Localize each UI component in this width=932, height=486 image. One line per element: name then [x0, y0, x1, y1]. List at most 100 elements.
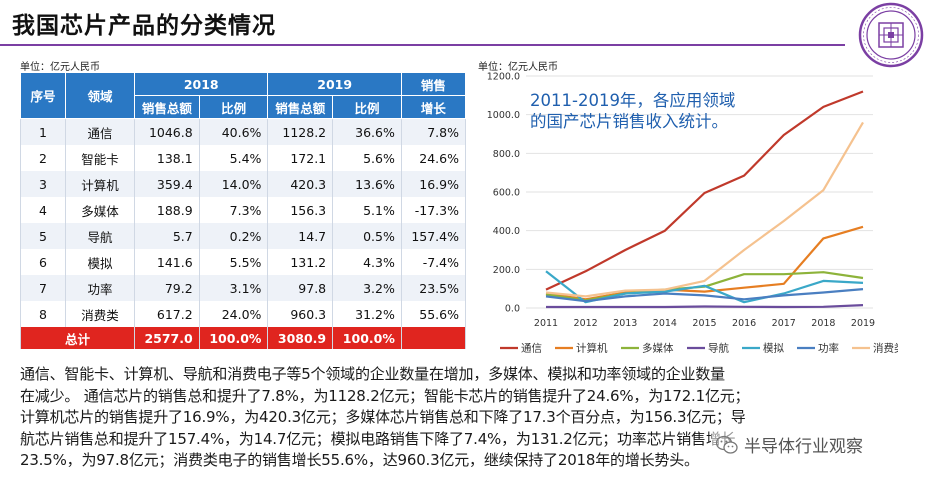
cell-sales-2018: 617.2 — [134, 301, 200, 327]
legend-label: 多媒体 — [642, 342, 674, 355]
watermark: 半导体行业观察 — [712, 430, 867, 459]
header-total-sales-2018: 销售总额 — [134, 95, 200, 119]
cell-field: 智能卡 — [65, 145, 135, 171]
cell-sales-2019: 14.7 — [267, 223, 334, 249]
paragraph-line: 航芯片销售总和提升了157.4%，为14.7亿元；模拟电路销售下降了7.4%，为… — [20, 429, 736, 448]
total-r2018: 100.0% — [198, 327, 269, 349]
table-row: 7 功率 79.2 3.1% 97.8 3.2% 23.5% — [20, 275, 467, 301]
legend-label: 消费类 — [873, 342, 898, 355]
cell-field: 通信 — [65, 118, 135, 145]
header-year-2019: 2019 — [267, 72, 402, 96]
cell-ratio-2019: 13.6% — [332, 171, 402, 197]
header-sales: 销售 — [400, 72, 467, 96]
cell-sales-2019: 420.3 — [267, 171, 334, 197]
cell-growth: 16.9% — [400, 171, 467, 197]
x-tick-label: 2017 — [772, 318, 796, 329]
table-row: 1 通信 1046.8 40.6% 1128.2 36.6% 7.8% — [20, 118, 467, 145]
total-growth-empty — [400, 327, 467, 349]
cell-ratio-2019: 31.2% — [332, 301, 402, 327]
header-seq: 序号 — [20, 72, 66, 119]
cell-sales-2018: 138.1 — [134, 145, 200, 171]
table-row: 5 导航 5.7 0.2% 14.7 0.5% 157.4% — [20, 223, 467, 249]
cell-growth: 24.6% — [400, 145, 467, 171]
legend-label: 模拟 — [763, 342, 784, 355]
cell-sales-2019: 1128.2 — [267, 118, 334, 145]
table-row: 2 智能卡 138.1 5.4% 172.1 5.6% 24.6% — [20, 145, 467, 171]
sales-line-chart: 0.0 200.0 400.0 600.0 800.0 1000.0 1200.0 2011 2… — [487, 72, 898, 355]
header-ratio-2018: 比例 — [198, 95, 269, 119]
table-row: 3 计算机 359.4 14.0% 420.3 13.6% 16.9% — [20, 171, 467, 197]
y-tick-label: 1200.0 — [487, 72, 520, 83]
cell-sales-2018: 79.2 — [134, 275, 200, 301]
cell-sales-2018: 359.4 — [134, 171, 200, 197]
y-tick-label: 200.0 — [493, 265, 520, 276]
cell-seq: 8 — [20, 301, 66, 327]
cell-ratio-2018: 3.1% — [198, 275, 269, 301]
y-tick-label: 800.0 — [493, 149, 520, 160]
cell-field: 功率 — [65, 275, 135, 301]
chart-title: 2011-2019年，各应用领域 的国产芯片销售收入统计。 — [530, 90, 735, 132]
paragraph-line: 通信、智能卡、计算机、导航和消费电子等5个领域的企业数量在增加，多媒体、模拟和功… — [20, 365, 725, 383]
cell-growth: 23.5% — [400, 275, 467, 301]
total-label: 总计 — [20, 327, 135, 349]
cell-seq: 4 — [20, 197, 66, 223]
cell-sales-2019: 172.1 — [267, 145, 334, 171]
cell-sales-2018: 141.6 — [134, 249, 200, 275]
x-tick-label: 2016 — [732, 318, 756, 329]
cell-growth: 7.8% — [400, 118, 467, 145]
cell-ratio-2019: 4.3% — [332, 249, 402, 275]
series-line — [545, 121, 864, 298]
watermark-text: 半导体行业观察 — [744, 437, 863, 457]
header-total-sales-2019: 销售总额 — [267, 95, 334, 119]
legend-label: 通信 — [521, 343, 542, 355]
cell-growth: 55.6% — [400, 301, 467, 327]
university-seal-logo — [858, 2, 924, 68]
x-tick-label: 2013 — [613, 318, 637, 329]
header-field: 领域 — [65, 72, 135, 119]
chart-unit-label: 单位：亿元人民币 — [478, 62, 558, 73]
cell-sales-2018: 5.7 — [134, 223, 200, 249]
cell-ratio-2019: 5.1% — [332, 197, 402, 223]
x-tick-label: 2019 — [851, 318, 875, 329]
summary-paragraph: 通信、智能卡、计算机、导航和消费电子等5个领域的企业数量在增加，多媒体、模拟和功… — [20, 364, 920, 472]
page-title: 我国芯片产品的分类情况 — [12, 13, 276, 39]
table-row: 6 模拟 141.6 5.5% 131.2 4.3% -7.4% — [20, 249, 467, 275]
cell-ratio-2019: 0.5% — [332, 223, 402, 249]
header-growth: 增长 — [400, 95, 467, 119]
paragraph-line: 计算机芯片的销售提升了16.9%，为420.3亿元；多媒体芯片销售总和下降了17… — [20, 408, 746, 427]
legend-label: 导航 — [708, 342, 729, 355]
paragraph-line: 23.5%，为97.8亿元；消费类电子的销售增长55.6%，达960.3亿元，继… — [20, 451, 699, 470]
chart-title-line-2: 的国产芯片销售收入统计。 — [530, 112, 728, 131]
table-row: 8 消费类 617.2 24.0% 960.3 31.2% 55.6% — [20, 301, 467, 327]
header-ratio-2019: 比例 — [332, 95, 402, 119]
y-tick-label: 600.0 — [493, 188, 520, 199]
x-tick-label: 2012 — [574, 318, 598, 329]
y-tick-label: 400.0 — [493, 226, 520, 237]
cell-ratio-2018: 24.0% — [198, 301, 269, 327]
cell-seq: 7 — [20, 275, 66, 301]
cell-seq: 3 — [20, 171, 66, 197]
cell-growth: -7.4% — [400, 249, 467, 275]
cell-seq: 6 — [20, 249, 66, 275]
y-tick-label: 0.0 — [505, 304, 520, 315]
cell-field: 消费类 — [65, 301, 135, 327]
cell-sales-2019: 960.3 — [267, 301, 334, 327]
cell-sales-2018: 188.9 — [134, 197, 200, 223]
series-line — [545, 90, 864, 291]
series-line — [545, 288, 864, 303]
cell-field: 导航 — [65, 223, 135, 249]
cell-field: 多媒体 — [65, 197, 135, 223]
series-line — [545, 225, 864, 301]
cell-ratio-2018: 40.6% — [198, 118, 269, 145]
header-year-2018: 2018 — [133, 72, 269, 96]
total-s2019: 3080.9 — [267, 327, 334, 349]
cell-sales-2018: 1046.8 — [134, 118, 200, 145]
cell-ratio-2018: 5.5% — [198, 249, 269, 275]
x-tick-label: 2011 — [534, 318, 558, 329]
legend-label: 功率 — [818, 342, 839, 355]
cell-growth: 157.4% — [400, 223, 467, 249]
series-line — [546, 304, 864, 309]
chart-title-line-1: 2011-2019年，各应用领域 — [530, 91, 736, 110]
x-tick-label: 2018 — [811, 318, 835, 329]
